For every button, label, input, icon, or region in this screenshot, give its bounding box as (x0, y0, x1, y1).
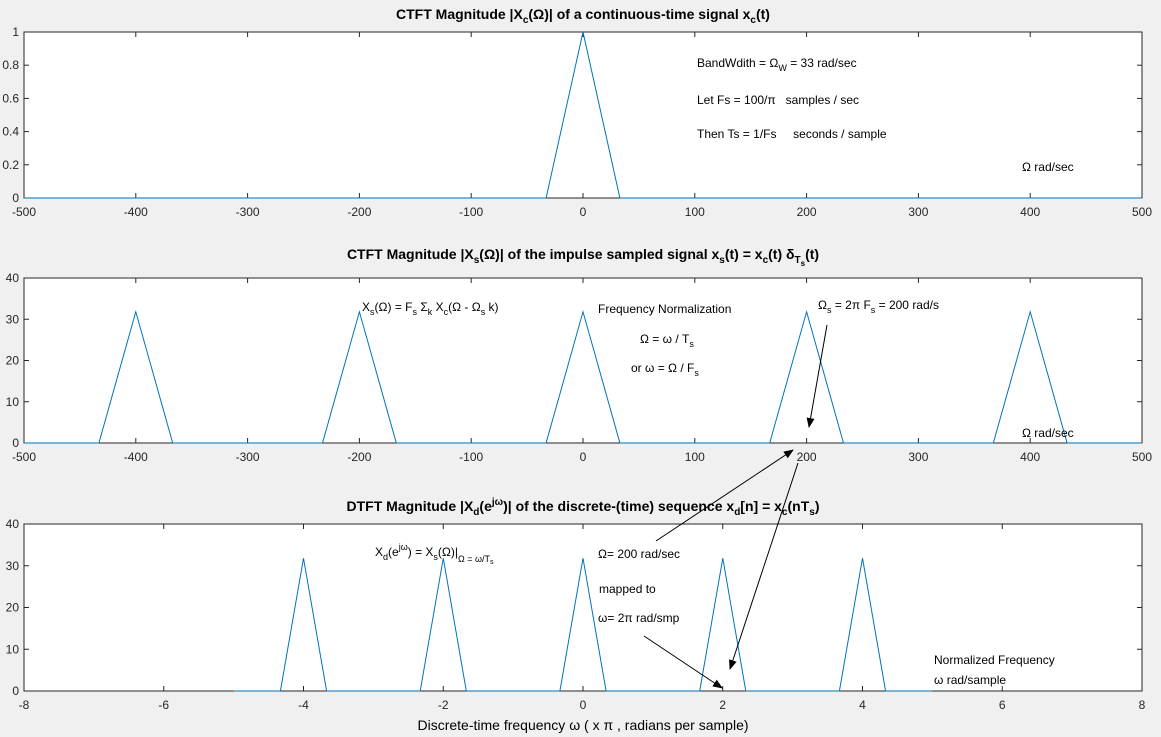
y-tick-label: 10 (6, 395, 20, 409)
x-tick-label: 300 (908, 450, 928, 464)
omega-or-label: or ω = Ω / Fs (631, 361, 699, 378)
omega-unit-label-1: Ω rad/sec (1022, 160, 1074, 174)
omega-unit-label-3: ω rad/sample (934, 673, 1006, 687)
axes-1-box (23, 31, 1143, 199)
y-tick-label: 1 (12, 25, 19, 39)
x-tick-label: -200 (347, 450, 371, 464)
omega-unit-label-2: Ω rad/sec (1022, 426, 1074, 440)
y-tick-label: 0.4 (2, 125, 19, 139)
x-tick-label: -400 (124, 205, 148, 219)
omega-s-label: Ωs = 2π Fs = 200 rad/s (818, 298, 939, 315)
x-tick-label: 100 (685, 205, 705, 219)
ts-annotation: Then Ts = 1/Fs seconds / sample (697, 127, 887, 141)
x-tick-label: -300 (236, 205, 260, 219)
series-line (24, 31, 1142, 199)
x-tick-label: 0 (580, 205, 587, 219)
x-tick-label: 500 (1132, 205, 1152, 219)
y-tick-label: 0 (12, 436, 19, 450)
y-tick-label: 20 (6, 354, 20, 368)
x-tick-label: -500 (12, 450, 36, 464)
arrow-omega-to-200 (655, 449, 794, 542)
x-tick-label: -6 (158, 698, 169, 712)
x-tick-label: -2 (438, 698, 449, 712)
x-tick-label: -200 (347, 205, 371, 219)
y-tick-label: 0.2 (2, 158, 19, 172)
y-tick-label: 0 (12, 684, 19, 698)
xs-equation: Xs(Ω) = Fs Σk Xc(Ω - Ωs k) (362, 300, 499, 317)
x-tick-label: 500 (1132, 450, 1152, 464)
xd-equation: Xd(ejω) = Xs(Ω)|Ω = ω/Ts (375, 542, 494, 566)
plot-3: -8 -6 -4 -2 0 2 4 6 8 0 10 20 30 40 (6, 517, 1146, 712)
omega-2pi-label: ω= 2π rad/smp (598, 611, 680, 625)
x-tick-label: -4 (298, 698, 309, 712)
x-tick-label: 4 (859, 698, 866, 712)
y-tick-label: 10 (6, 642, 20, 656)
x-axis-label: Discrete-time frequency ω ( x π , radian… (417, 717, 748, 733)
x-tick-label: 0 (580, 450, 587, 464)
x-tick-label: -8 (19, 698, 30, 712)
x-tick-label: 6 (999, 698, 1006, 712)
plot-2-title: CTFT Magnitude |Xs(Ω)| of the impulse sa… (347, 246, 819, 268)
plot-1: -500 -400 -300 -200 -100 0 100 200 300 400 500 0 0.2… (2, 25, 1152, 219)
x-tick-label: -300 (236, 450, 260, 464)
plot-3-title: DTFT Magnitude |Xd(ejω)| of the discrete… (347, 497, 820, 518)
x-tick-label: 400 (1020, 450, 1040, 464)
x-tick-label: -100 (459, 205, 483, 219)
x-tick-label: 8 (1139, 698, 1146, 712)
arrow-200-to-2pi (729, 462, 799, 670)
fs-annotation: Let Fs = 100/π samples / sec (697, 93, 859, 107)
mapped-to-label: mapped to (599, 582, 656, 596)
freq-normalization-label: Frequency Normalization (598, 302, 731, 316)
normalized-frequency-label: Normalized Frequency (934, 653, 1055, 667)
y-tick-label: 40 (6, 517, 20, 531)
series-line (233, 558, 933, 692)
x-tick-label: 200 (797, 450, 817, 464)
x-tick-label: 100 (685, 450, 705, 464)
plot-1-title: CTFT Magnitude |Xc(Ω)| of a continuous-t… (396, 6, 770, 26)
arrow-label-to-2pi (643, 635, 723, 689)
x-tick-label: 200 (797, 205, 817, 219)
arrow-omega-s-to-peak (806, 324, 828, 428)
plot-2: -500 -400 -300 -200 -100 0 100 200 300 400 500 0 10 2… (6, 271, 1153, 464)
y-tick-label: 30 (6, 559, 20, 573)
x-tick-label: 0 (580, 698, 587, 712)
omega-200-label: Ω= 200 rad/sec (598, 547, 680, 561)
x-tick-label: -400 (124, 450, 148, 464)
axes-2-box (23, 277, 1143, 444)
bandwidth-annotation: BandWdith = ΩW = 33 rad/sec (697, 56, 857, 73)
omega-equals-label: Ω = ω / Ts (640, 332, 694, 349)
x-tick-label: -500 (12, 205, 36, 219)
series-line (24, 309, 1142, 444)
y-tick-label: 40 (6, 271, 20, 285)
y-tick-label: 30 (6, 312, 20, 326)
x-tick-label: 300 (908, 205, 928, 219)
x-tick-label: -100 (459, 450, 483, 464)
x-tick-label: 2 (719, 698, 726, 712)
y-tick-label: 0.6 (2, 91, 19, 105)
x-tick-label: 400 (1020, 205, 1040, 219)
y-tick-label: 20 (6, 601, 20, 615)
y-tick-label: 0 (12, 191, 19, 205)
axes-3-box (23, 523, 1143, 692)
y-tick-label: 0.8 (2, 58, 19, 72)
